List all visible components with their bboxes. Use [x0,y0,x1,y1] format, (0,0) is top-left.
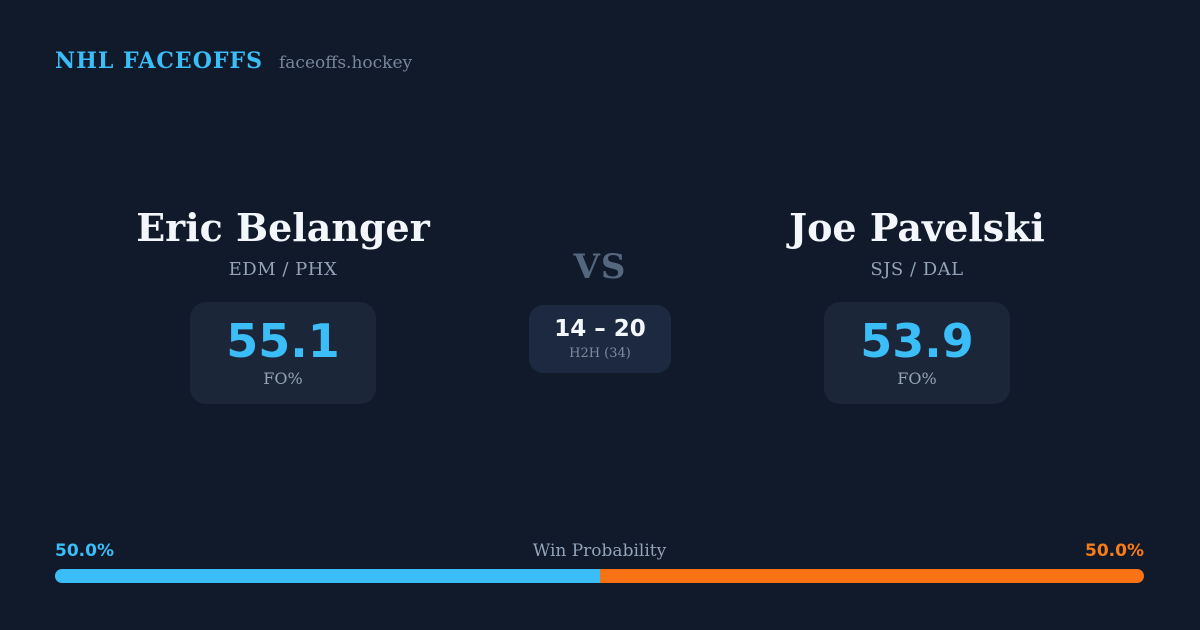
player1-faceoff-pct: 55.1 [226,313,340,368]
head-to-head-label: H2H (34) [569,345,631,361]
player2-faceoff-card: 53.9 FO% [824,301,1010,405]
player1-faceoff-label: FO% [263,369,303,389]
player1-teams: EDM / PHX [228,258,338,280]
win-probability-bar-player1 [55,569,600,583]
header: NHL FACEOFFS faceoffs.hockey [55,48,412,74]
player2-win-probability: 50.0% [1085,541,1144,561]
site-domain: faceoffs.hockey [279,53,413,73]
player1-name: Eric Belanger [136,205,430,250]
player1-win-probability: 50.0% [55,541,114,561]
head-to-head-score: 14 – 20 [554,316,646,342]
player2-faceoff-label: FO% [897,369,937,389]
win-probability-bar-player2 [599,569,1144,583]
win-probability-title: Win Probability [532,541,667,561]
player2-faceoff-pct: 53.9 [860,313,974,368]
vs-label: VS [573,247,627,287]
win-probability-bar [55,569,1144,583]
player2-name: Joe Pavelski [789,205,1045,250]
win-probability-labels: 50.0% Win Probability 50.0% [55,541,1144,561]
player1-faceoff-card: 55.1 FO% [190,301,376,405]
versus-column: VS 14 – 20 H2H (34) [511,205,689,404]
head-to-head-card: 14 – 20 H2H (34) [529,305,671,373]
brand-title: NHL FACEOFFS [55,48,263,74]
matchup-section: Eric Belanger EDM / PHX 55.1 FO% VS 14 –… [0,205,1200,405]
player2-teams: SJS / DAL [870,258,964,280]
player2-column: Joe Pavelski SJS / DAL 53.9 FO% [689,205,1145,405]
player1-column: Eric Belanger EDM / PHX 55.1 FO% [55,205,511,405]
